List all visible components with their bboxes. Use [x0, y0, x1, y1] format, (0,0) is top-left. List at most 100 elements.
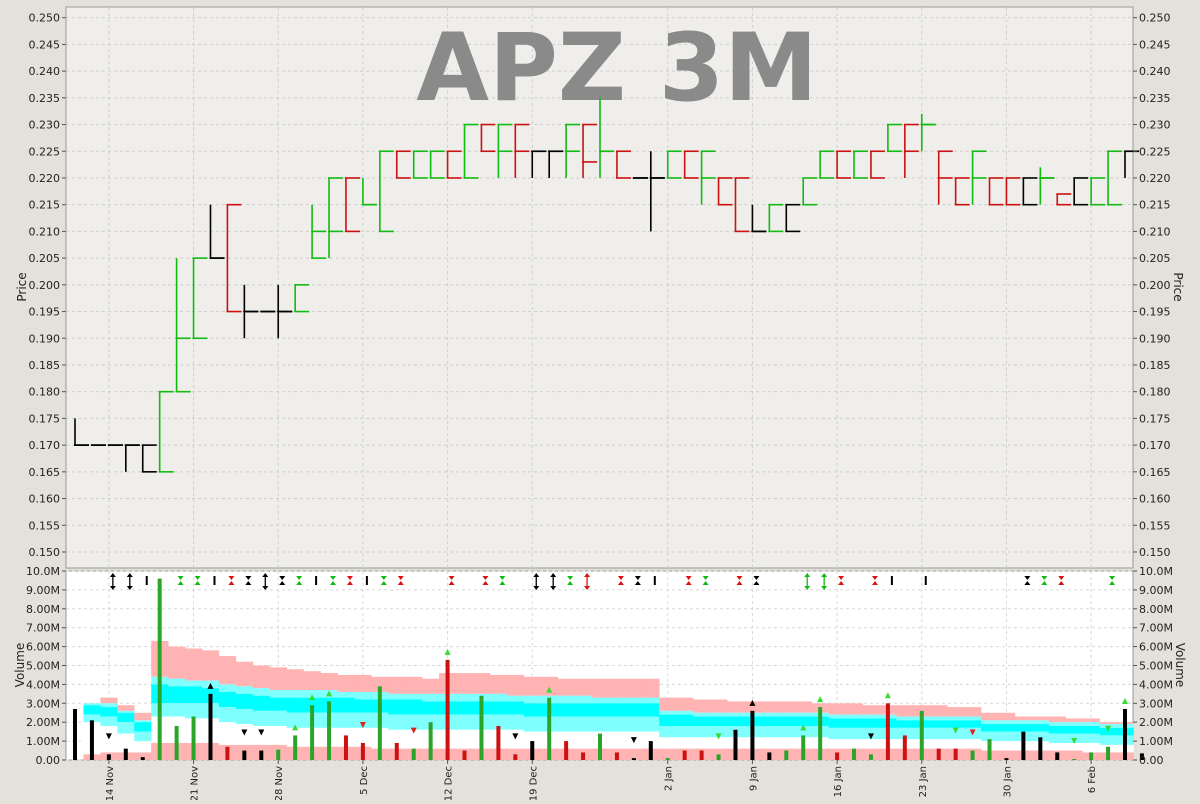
volume-tick-label: 1.00M — [26, 735, 60, 748]
band-cyan-outer — [489, 714, 508, 730]
band-cyan-outer — [354, 712, 372, 728]
band-cyan-inner — [947, 720, 965, 728]
price-tick-label: 0.200 — [29, 279, 61, 292]
band-cyan-outer — [760, 725, 779, 738]
band-upper-red — [794, 701, 812, 713]
price-tick-label: 0.160 — [29, 493, 61, 506]
volume-signal-marker — [241, 729, 248, 736]
volume-bar — [801, 735, 806, 760]
band-cyan-outer — [930, 727, 948, 740]
band-cyan-outer — [574, 695, 592, 704]
volume-bar — [293, 735, 298, 760]
signal-arrow-up — [482, 581, 489, 585]
band-upper-red — [743, 701, 762, 713]
signal-glyph — [380, 576, 387, 585]
volume-bar — [428, 722, 433, 760]
price-tick-label: 0.210 — [29, 225, 61, 238]
signal-arrow-down — [228, 576, 235, 580]
price-tick-label: 0.235 — [29, 92, 61, 105]
price-tick-label: 0.190 — [1139, 332, 1171, 345]
band-upper-red — [659, 697, 677, 711]
signal-glyph — [499, 576, 506, 585]
band-lower-red — [506, 748, 525, 760]
band-cyan-outer — [1031, 720, 1050, 725]
ohlc-bar — [1073, 177, 1089, 206]
ohlc-bar — [497, 123, 513, 178]
band-gap — [659, 737, 677, 749]
band-cyan-inner — [1014, 724, 1033, 732]
signal-glyph — [1024, 576, 1031, 585]
band-upper-red — [947, 707, 965, 717]
volume-signal-marker — [410, 727, 417, 734]
ohlc-bar — [768, 203, 784, 233]
volume-tick-label: 2.00M — [26, 716, 60, 729]
band-cyan-inner — [235, 693, 254, 709]
signal-glyph — [245, 576, 252, 585]
price-tick-label: 0.175 — [1139, 412, 1171, 425]
signal-glyph — [634, 576, 641, 585]
volume-tick-label: 7.00M — [26, 622, 60, 635]
band-cyan-outer — [608, 697, 626, 704]
band-cyan-outer — [337, 712, 355, 728]
band-gap — [947, 739, 965, 749]
band-upper-red — [235, 661, 254, 687]
band-gap — [1082, 742, 1100, 753]
signal-arrow-up — [804, 573, 811, 577]
price-bars — [74, 97, 1139, 473]
ohlc-bar — [158, 390, 174, 473]
price-tick-label: 0.245 — [1139, 38, 1171, 51]
ohlc-bar — [869, 150, 885, 179]
band-upper-red — [557, 678, 575, 696]
volume-bar — [1004, 758, 1009, 760]
signal-arrow-down — [330, 576, 337, 580]
ohlc-bar — [853, 150, 869, 179]
signal-arrow-down — [109, 586, 116, 590]
signal-arrow-down — [296, 576, 303, 580]
band-upper-red — [100, 697, 118, 704]
signal-glyph — [448, 576, 455, 585]
volume-bar — [919, 710, 924, 760]
band-gap — [760, 737, 779, 749]
band-cyan-outer — [930, 716, 948, 721]
band-cyan-outer — [405, 693, 423, 700]
band-cyan-outer — [117, 710, 135, 713]
price-tick-label: 0.200 — [1139, 279, 1171, 292]
band-cyan-outer — [947, 716, 965, 721]
band-cyan-outer — [286, 690, 304, 698]
band-upper-red — [862, 705, 880, 715]
signal-arrow-up — [550, 573, 557, 577]
band-upper-red — [185, 648, 203, 681]
signal-arrow-up — [1109, 581, 1116, 585]
signal-arrow-down — [838, 576, 845, 580]
signal-glyph — [262, 573, 269, 590]
signal-arrow-down — [279, 576, 286, 580]
signal-glyph — [177, 576, 184, 585]
volume-bar — [310, 705, 315, 760]
price-tick-label: 0.225 — [29, 145, 61, 158]
ohlc-bar — [700, 150, 716, 205]
band-cyan-inner — [625, 703, 643, 717]
band-upper-red — [371, 676, 389, 692]
band-cyan-outer — [845, 714, 863, 719]
signal-arrow-down — [1041, 576, 1048, 580]
volume-tick-label: 0.00 — [36, 754, 61, 767]
band-cyan-outer — [1082, 733, 1100, 743]
band-cyan-outer — [760, 712, 779, 717]
signal-glyph — [1109, 576, 1116, 585]
band-cyan-inner — [185, 686, 203, 704]
volume-bar — [818, 707, 823, 760]
signal-arrow-down — [1024, 576, 1031, 580]
signal-glyph — [346, 576, 353, 585]
band-upper-red — [693, 699, 711, 713]
ohlc-bar — [328, 177, 344, 259]
band-cyan-outer — [185, 703, 203, 719]
band-upper-red — [1065, 718, 1083, 723]
band-gap — [777, 737, 796, 749]
band-lower-red — [710, 748, 728, 760]
volume-bar — [1021, 731, 1026, 760]
volume-bar — [479, 695, 484, 760]
band-upper-red — [456, 673, 474, 694]
ohlc-bar — [141, 444, 157, 473]
ohlc-bar — [311, 204, 327, 259]
ohlc-bar — [209, 204, 225, 259]
